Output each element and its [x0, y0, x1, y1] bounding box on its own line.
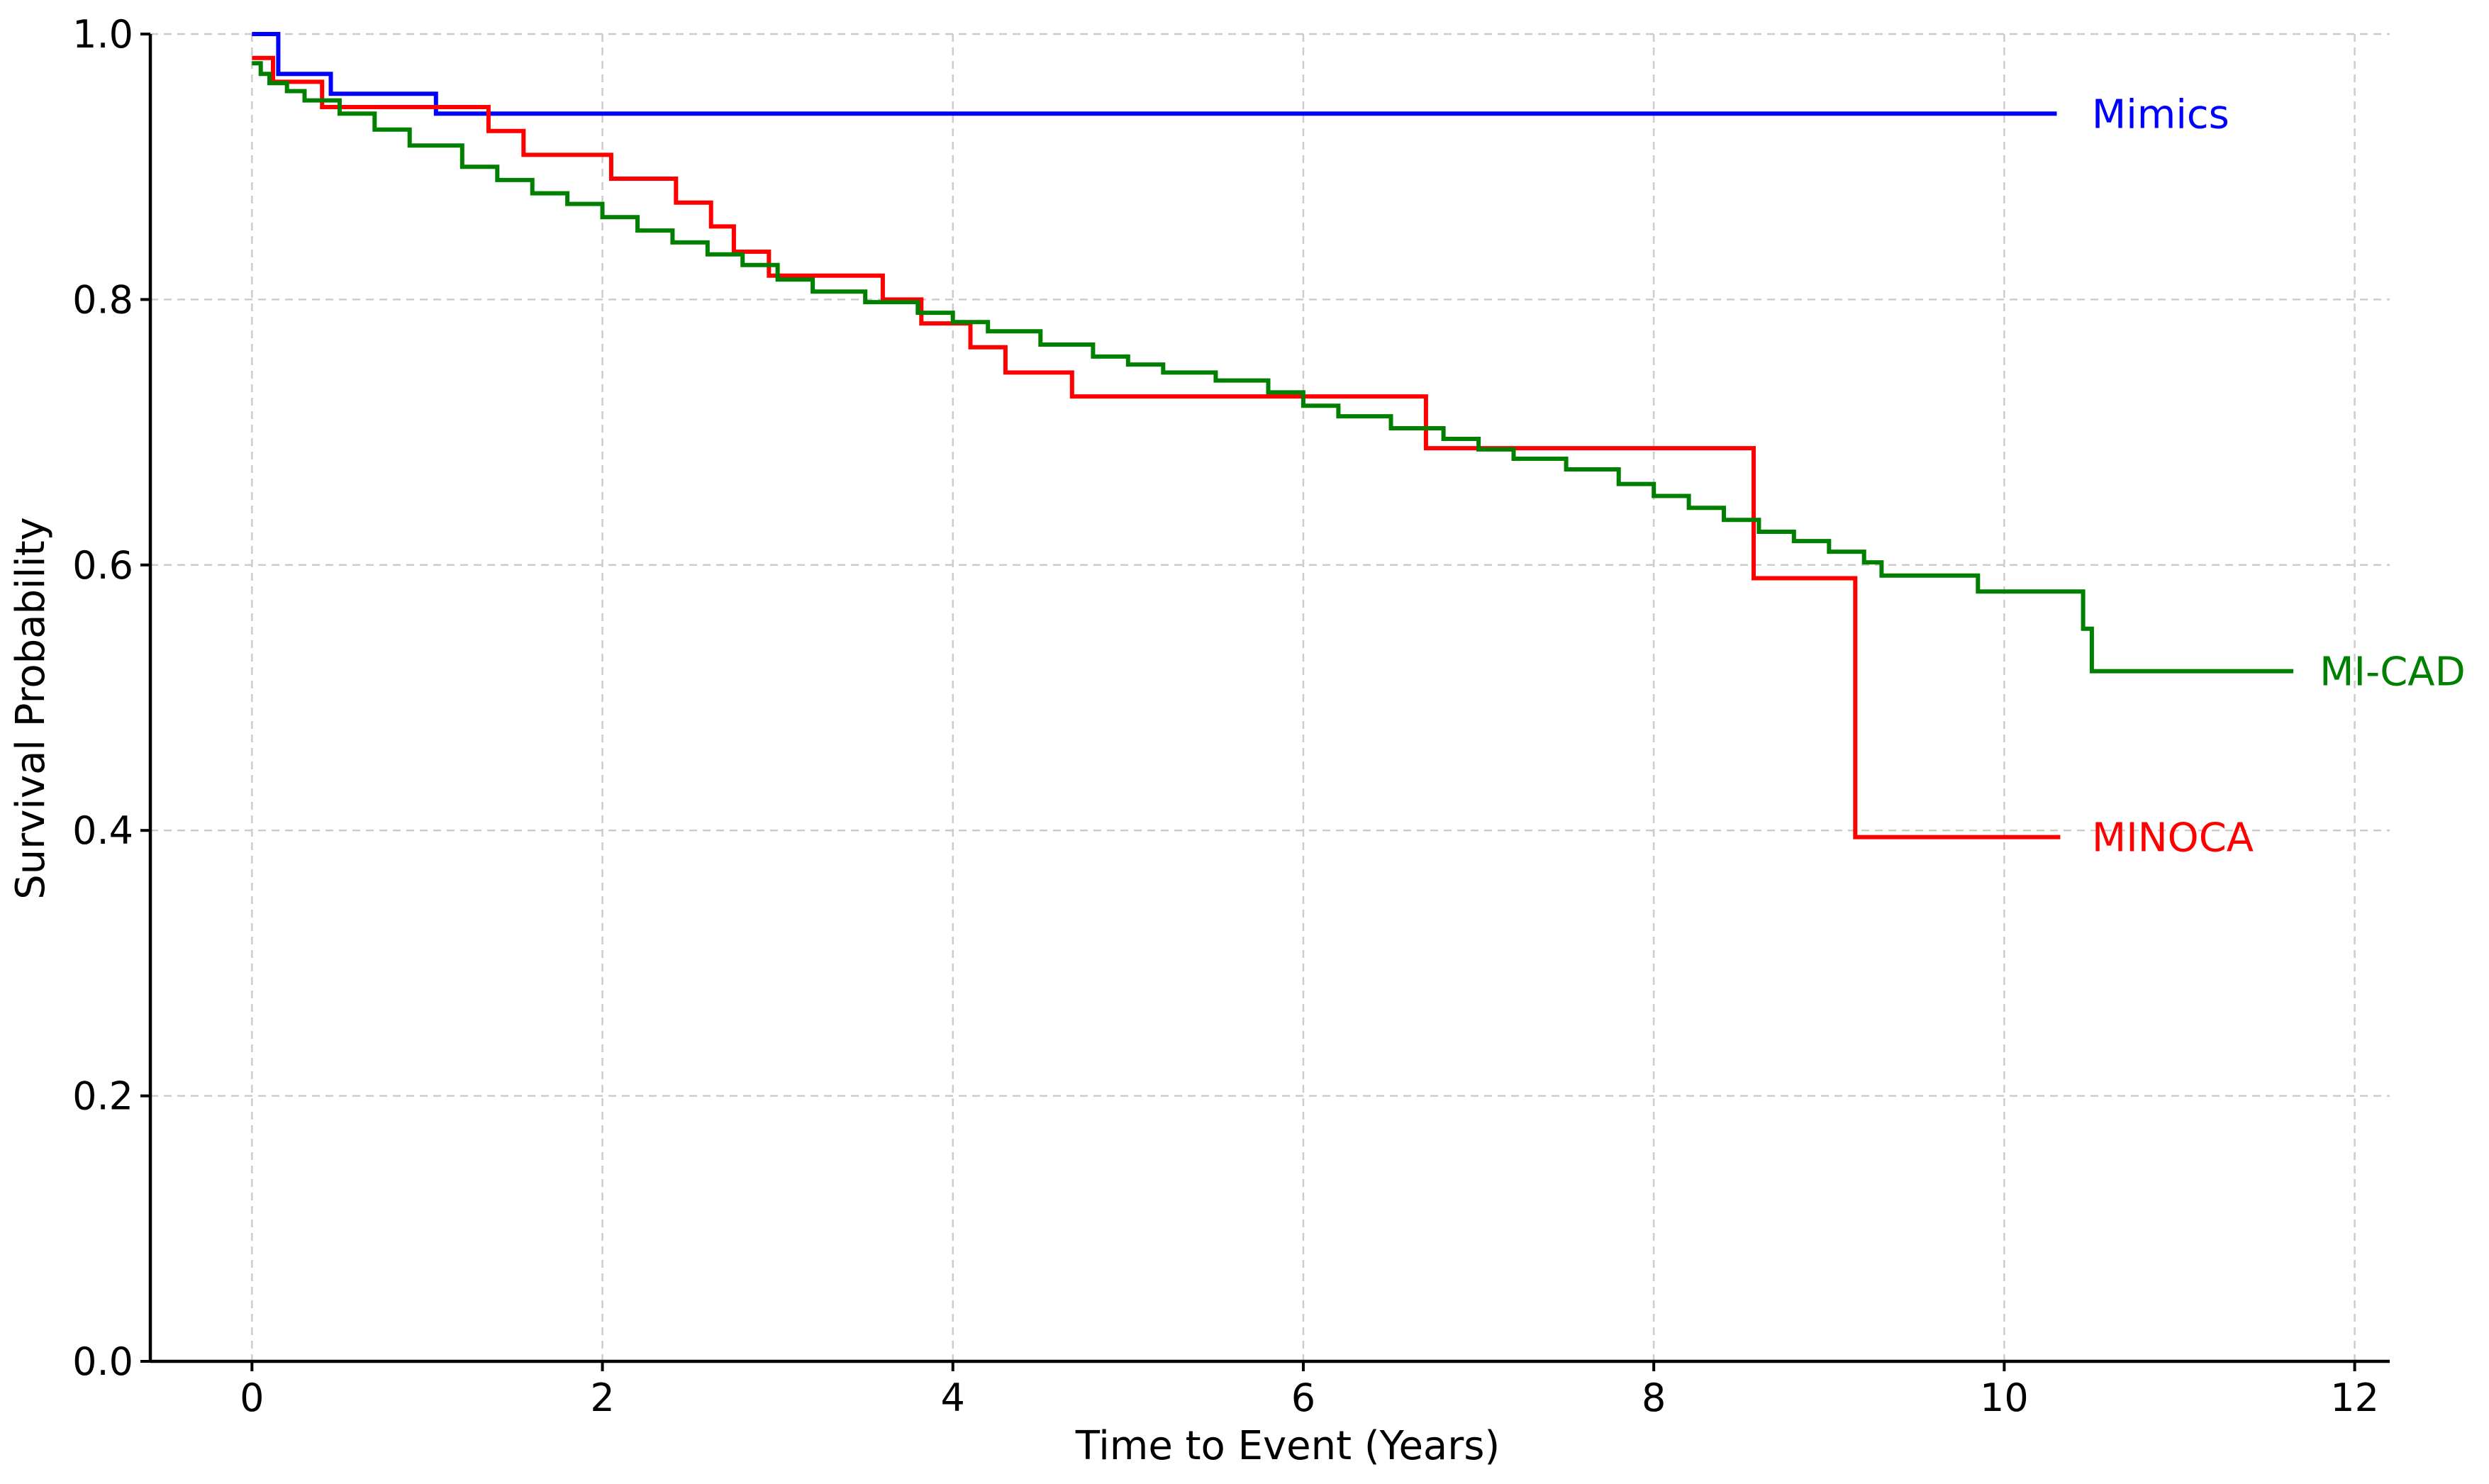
x-tick-label: 0 [240, 1376, 264, 1420]
y-tick-label: 0.2 [72, 1074, 133, 1119]
y-tick-label: 1.0 [72, 12, 133, 57]
x-tick-label: 4 [941, 1376, 965, 1420]
y-tick-label: 0.8 [72, 277, 133, 322]
x-axis-title: Time to Event (Years) [1075, 1423, 1500, 1469]
y-tick-label: 0.4 [72, 808, 133, 853]
series-label-mimics: Mimics [2092, 91, 2229, 138]
series-line-minoca [252, 55, 2061, 839]
grid-layer [150, 33, 2390, 1363]
x-tick-label: 2 [590, 1376, 614, 1420]
label-layer: Mimics MINOCA MI-CAD [2092, 91, 2466, 861]
x-tick-label: 10 [1980, 1376, 2029, 1420]
series-layer [252, 32, 2294, 839]
series-line-mi-cad [252, 61, 2294, 674]
y-tick-label: 0.6 [72, 543, 133, 588]
series-label-minoca: MINOCA [2092, 815, 2254, 861]
series-label-mi-cad: MI-CAD [2320, 649, 2466, 696]
axes: 0 2 4 6 8 10 12 0.0 0.2 0.4 0.6 0.8 1.0 Time to Event… [8, 12, 2390, 1469]
y-axis-title: Survival Probability [8, 517, 54, 900]
x-tick-label: 8 [1642, 1376, 1666, 1420]
series-line-mimics [252, 32, 2057, 116]
x-tick-label: 12 [2330, 1376, 2379, 1420]
x-tick-label: 6 [1291, 1376, 1315, 1420]
y-tick-label: 0.0 [72, 1339, 133, 1384]
